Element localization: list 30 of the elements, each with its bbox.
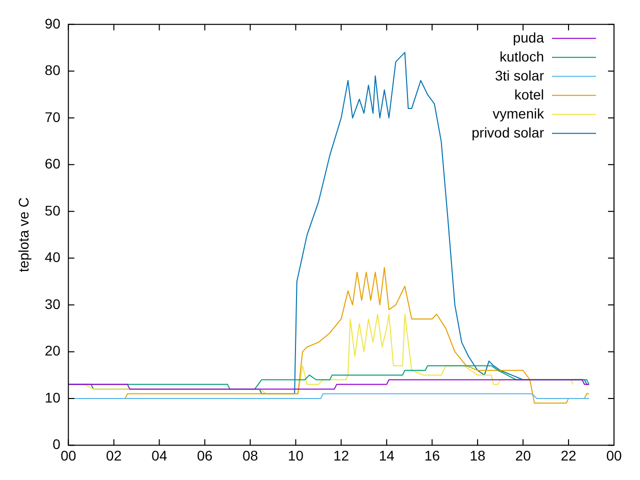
y-tick-label: 0 — [52, 436, 61, 452]
x-tick-label: 10 — [288, 447, 304, 464]
x-tick-label: 18 — [470, 447, 486, 464]
x-tick-label: 16 — [424, 447, 440, 464]
legend-label: vymenik — [492, 105, 545, 122]
y-tick-label: 60 — [44, 156, 61, 172]
x-tick-label: 00 — [606, 447, 622, 464]
legend-label: privod solar — [472, 124, 544, 140]
x-tick-label: 00 — [60, 447, 76, 464]
legend-label: kotel — [514, 86, 544, 102]
y-axis-title: teplota ve C — [15, 197, 32, 272]
y-tick-label: 30 — [44, 296, 61, 312]
y-tick-label: 70 — [44, 108, 61, 125]
x-tick-label: 04 — [152, 447, 168, 464]
y-tick-label: 40 — [44, 249, 61, 266]
y-tick-label: 50 — [44, 202, 61, 218]
x-tick-label: 12 — [333, 447, 350, 464]
x-tick-label: 02 — [106, 447, 122, 464]
y-tick-label: 20 — [44, 342, 61, 359]
y-tick-label: 90 — [44, 15, 61, 32]
legend-label: 3ti solar — [494, 67, 544, 84]
x-tick-label: 20 — [515, 447, 532, 464]
y-tick-label: 10 — [44, 389, 61, 406]
legend-label: puda — [512, 29, 544, 46]
y-tick-label: 80 — [44, 62, 61, 78]
x-tick-label: 06 — [196, 447, 213, 464]
x-tick-label: 08 — [242, 447, 258, 464]
x-tick-label: 22 — [560, 447, 577, 464]
legend-label: kutloch — [500, 48, 544, 64]
x-tick-label: 14 — [378, 447, 395, 464]
